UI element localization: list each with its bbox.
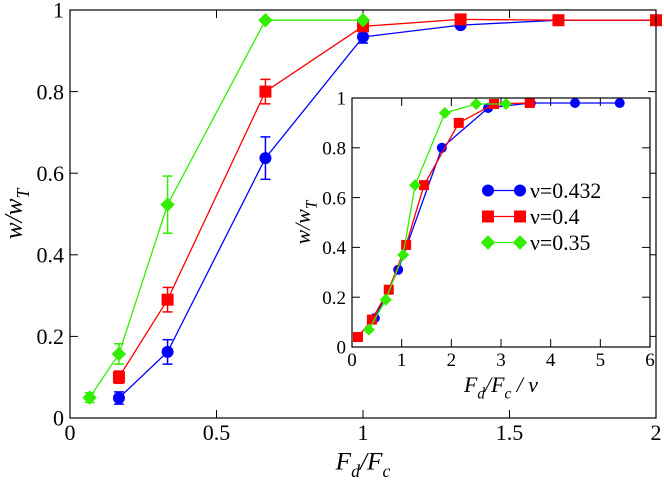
marker [453,117,464,128]
marker [397,248,410,261]
plot-frame [351,97,651,348]
y-tick-label: 0 [53,406,64,431]
x-tick-label: 4 [546,350,556,371]
marker [409,179,422,192]
marker [480,235,496,250]
y-tick-label: 0.8 [37,79,65,104]
marker [552,14,565,27]
y-tick-label: 0 [337,338,347,359]
y-tick-label: 0.8 [322,138,346,159]
inset-chart: 0 1 2 3 4 5 6 0 0.2 0.4 0.6 0.8 1 Fd/Fc / ν w/wT ν=0.43… [291,89,655,403]
marker [352,332,363,343]
y-tick-label: 0.6 [37,161,65,186]
marker [514,184,526,197]
x-tick-label: 0 [65,420,76,445]
marker [401,239,412,250]
y-tick-label: 1 [53,0,64,23]
x-tick-label: 0 [347,350,357,371]
marker [357,30,369,43]
marker [362,323,375,336]
marker [512,235,528,250]
axis-label: Fd/Fc / ν [463,373,538,403]
marker [436,142,447,153]
legend-label: ν=0.4 [530,205,580,229]
plot-frame [69,9,657,419]
x-tick-label: 3 [496,350,506,371]
y-tick-label: 0.4 [322,238,346,259]
marker [355,13,371,28]
plot-area [352,98,650,347]
marker [482,184,494,197]
x-tick-label: 5 [596,350,606,371]
marker [379,293,392,306]
y-tick-label: 0.4 [37,243,65,268]
axis-label: w/wT [0,188,33,240]
axis-label: w/wT [291,199,321,244]
marker [454,13,467,26]
x-tick-label: 0.5 [203,420,231,445]
axis-label: Fd/Fc [335,447,391,481]
marker [614,97,625,108]
marker [419,180,430,191]
y-tick-label: 0.6 [322,188,346,209]
marker [160,197,175,212]
x-tick-label: 2 [447,350,457,371]
x-tick-label: 6 [645,350,655,371]
x-tick-label: 2 [651,420,662,445]
x-tick-label: 1 [397,350,407,371]
x-tick-label: 1 [358,420,369,445]
marker [482,210,494,223]
legend-label: ν=0.35 [530,231,591,255]
marker [570,97,581,108]
marker [514,210,526,223]
y-tick-label: 1 [337,89,347,110]
marker [161,345,174,358]
marker [470,97,483,110]
marker [259,85,272,98]
marker [161,293,174,306]
marker [524,97,535,108]
marker [438,106,451,119]
marker [112,371,125,384]
legend-label: ν=0.432 [530,179,601,203]
marker [111,346,127,362]
marker [383,284,394,295]
y-tick-label: 0.2 [322,288,346,309]
marker [82,390,97,405]
marker [366,314,377,325]
marker [499,97,512,110]
y-tick-label: 0.2 [37,324,65,349]
marker [258,13,273,28]
marker [259,152,272,165]
marker [112,392,125,405]
x-tick-label: 1.5 [496,420,524,445]
